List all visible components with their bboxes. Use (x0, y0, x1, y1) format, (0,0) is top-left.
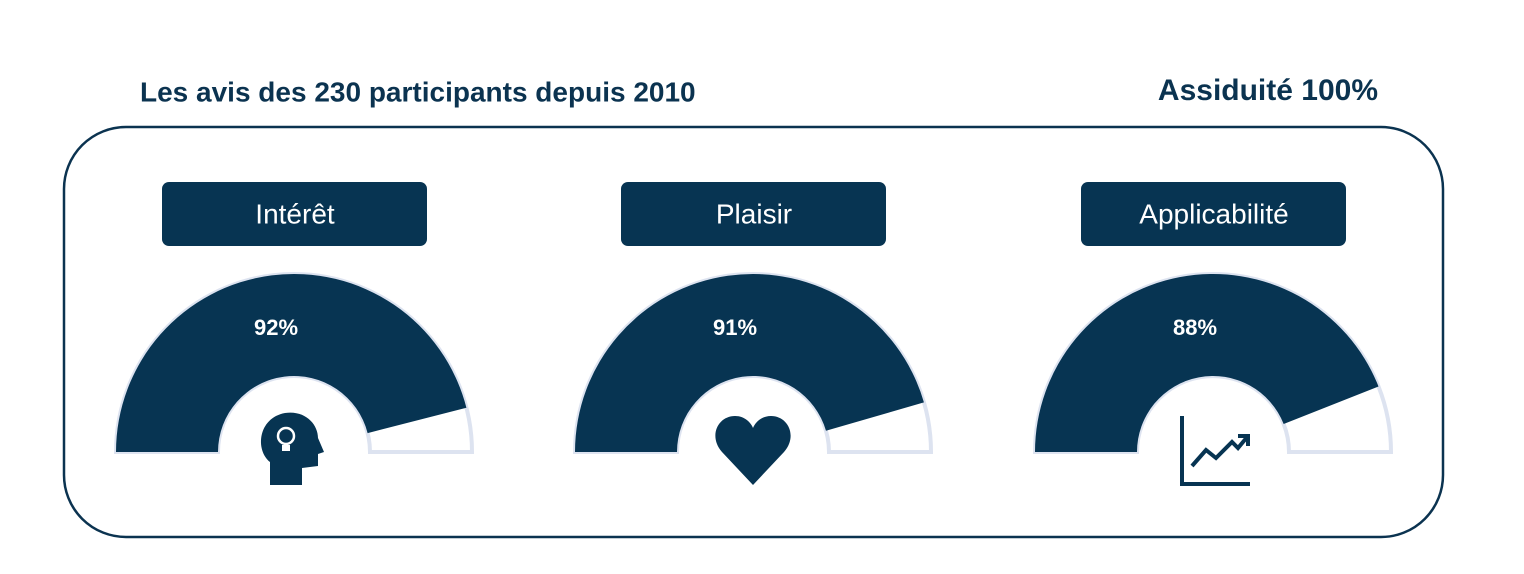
value-label: 91% (713, 315, 757, 340)
gauge-fill (116, 274, 467, 452)
panel-frame (62, 125, 1445, 539)
gauge-fill (575, 274, 924, 452)
value-label: 92% (254, 315, 298, 340)
label-box (1081, 182, 1346, 246)
label-box (162, 182, 427, 246)
gauge-fill (1035, 273, 1379, 452)
icon-idea (261, 412, 324, 485)
gauge-title: Intérêt (255, 198, 335, 229)
icon-heart (715, 416, 791, 485)
gauges: Intérêt 92% Plaisir 91% Applicabilité 88% (113, 182, 1394, 454)
page-title: Les avis des 230 participants depuis 201… (140, 76, 696, 107)
gauge-title: Applicabilité (1139, 198, 1288, 229)
attendance: Assiduité 100% (1158, 74, 1378, 107)
icon-growth (1180, 416, 1250, 486)
value-label: 88% (1173, 315, 1217, 340)
gauge-title: Plaisir (716, 198, 792, 229)
label-box (621, 182, 886, 246)
